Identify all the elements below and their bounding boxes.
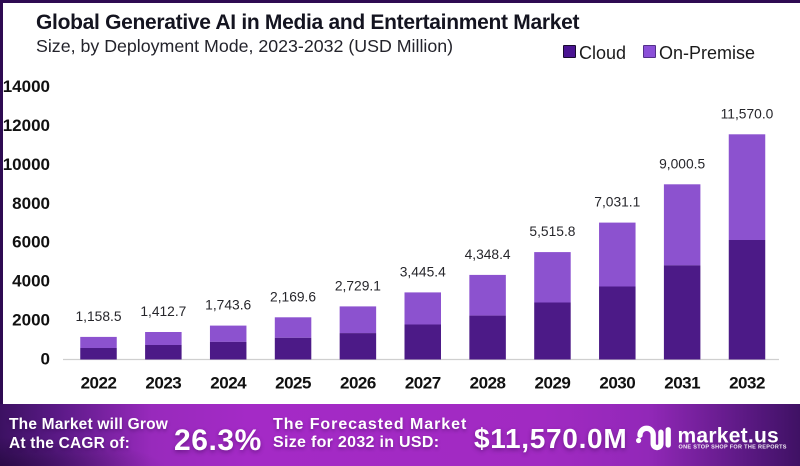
svg-text:2027: 2027 — [405, 374, 441, 393]
svg-text:11,570.0: 11,570.0 — [721, 106, 774, 121]
svg-text:2024: 2024 — [210, 374, 247, 393]
svg-text:2028: 2028 — [470, 374, 506, 393]
svg-text:2031: 2031 — [664, 374, 700, 393]
svg-text:5,515.8: 5,515.8 — [529, 224, 575, 239]
svg-text:2,729.1: 2,729.1 — [335, 278, 381, 293]
svg-text:1,412.7: 1,412.7 — [140, 304, 186, 319]
svg-text:3,445.4: 3,445.4 — [400, 264, 446, 279]
svg-text:8000: 8000 — [12, 194, 50, 213]
svg-text:ONE STOP SHOP FOR THE REPORTS: ONE STOP SHOP FOR THE REPORTS — [679, 444, 787, 450]
svg-text:market.us: market.us — [678, 425, 779, 448]
svg-text:2029: 2029 — [535, 374, 571, 393]
svg-text:2025: 2025 — [275, 374, 311, 393]
svg-text:10000: 10000 — [3, 155, 50, 174]
svg-text:9,000.5: 9,000.5 — [659, 156, 705, 171]
svg-text:4,348.4: 4,348.4 — [465, 247, 511, 262]
svg-text:14000: 14000 — [3, 77, 50, 96]
svg-text:2022: 2022 — [81, 374, 117, 393]
svg-text:1,743.6: 1,743.6 — [205, 298, 251, 313]
svg-text:2030: 2030 — [599, 374, 635, 393]
svg-text:1,158.5: 1,158.5 — [75, 309, 121, 324]
svg-text:4000: 4000 — [12, 272, 50, 291]
svg-text:6000: 6000 — [12, 233, 50, 252]
svg-text:2032: 2032 — [729, 374, 765, 393]
svg-text:2023: 2023 — [145, 374, 181, 393]
svg-text:2,169.6: 2,169.6 — [270, 289, 316, 304]
svg-text:0: 0 — [41, 350, 50, 369]
svg-text:2000: 2000 — [12, 311, 50, 330]
svg-text:12000: 12000 — [3, 116, 50, 135]
svg-text:7,031.1: 7,031.1 — [594, 195, 640, 210]
svg-text:2026: 2026 — [340, 374, 376, 393]
